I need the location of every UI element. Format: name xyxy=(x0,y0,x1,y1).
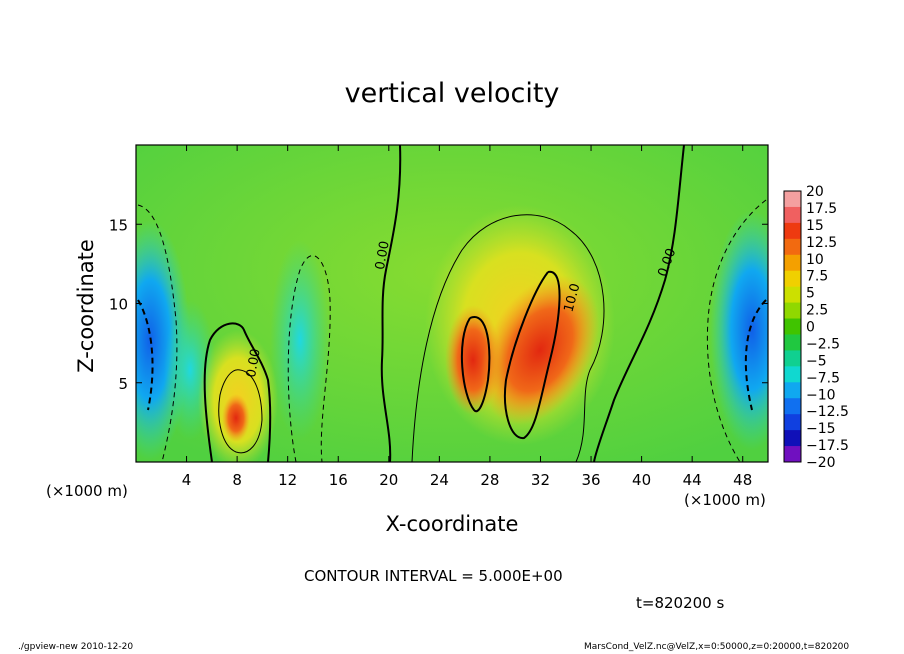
colorbar-swatch xyxy=(784,254,801,272)
colorbar-label: −17.5 xyxy=(806,438,849,454)
x-unit-right: (×1000 m) xyxy=(684,491,766,509)
y-tick-label: 10 xyxy=(109,296,128,314)
x-tick-label: 28 xyxy=(480,471,499,489)
time-label: t=820200 s xyxy=(636,594,725,612)
x-tick-label: 16 xyxy=(329,471,348,489)
colorbar-swatch xyxy=(784,350,801,367)
colorbar-label: 7.5 xyxy=(806,269,828,285)
colorbar-swatch xyxy=(784,270,801,288)
colorbar-swatch xyxy=(784,238,801,256)
colorbar-label: −12.5 xyxy=(806,404,849,420)
right-downdraft-region xyxy=(710,210,768,450)
colorbar-swatch xyxy=(784,430,801,447)
x-tick-label: 32 xyxy=(531,471,550,489)
zero-contour-right xyxy=(593,145,685,462)
colorbar-swatch xyxy=(784,302,801,320)
x-tick-label: 36 xyxy=(581,471,600,489)
y-axis-label: Z-coordinate xyxy=(74,239,98,373)
colorbar-label: 12.5 xyxy=(806,235,837,251)
colorbar-swatch xyxy=(784,366,801,383)
colorbar-swatch xyxy=(784,382,801,399)
colorbar-swatch xyxy=(784,206,801,224)
colorbar-label: 10 xyxy=(806,252,824,268)
colorbar-swatch xyxy=(784,398,801,415)
x-tick-label: 20 xyxy=(379,471,398,489)
contour-label: 10.0 xyxy=(562,282,584,314)
x-tick-label: 40 xyxy=(632,471,651,489)
colorbar-swatch xyxy=(784,286,801,304)
x-unit-left: (×1000 m) xyxy=(46,482,128,500)
x-tick-label: 24 xyxy=(430,471,449,489)
colorbar-label: 2.5 xyxy=(806,303,828,319)
velocity-field xyxy=(136,145,768,462)
colorbar-frame xyxy=(783,190,802,463)
colorbar-label: 20 xyxy=(806,184,824,200)
colorbar-label: −5 xyxy=(806,353,827,369)
footer-right: MarsCond_VelZ.nc@VelZ,x=0:50000,z=0:2000… xyxy=(584,642,850,652)
colorbar-label: 0 xyxy=(806,320,815,336)
colorbar-label: −10 xyxy=(806,387,836,403)
x-tick-label: 8 xyxy=(232,471,242,489)
x-axis-ticks: 4 8 12 16 20 24 28 32 36 40 44 48 xyxy=(182,145,752,489)
x-tick-label: 4 xyxy=(182,471,192,489)
colorbar-label: 5 xyxy=(806,286,815,302)
zero-contour-left xyxy=(380,145,402,462)
colorbar-label: 15 xyxy=(806,218,824,234)
colorbar: 2017.51512.5107.552.50−2.5−5−7.5−10−12.5… xyxy=(783,184,849,471)
colorbar-label: −2.5 xyxy=(806,336,840,352)
colorbar-swatch xyxy=(784,191,801,208)
chart-title: vertical velocity xyxy=(344,78,560,109)
x-axis-label: X-coordinate xyxy=(385,512,519,536)
footer-left: ./gpview-new 2010-12-20 xyxy=(18,642,134,652)
colorbar-swatch xyxy=(784,222,801,240)
x-tick-label: 44 xyxy=(683,471,702,489)
y-tick-label: 5 xyxy=(118,375,128,393)
colorbar-swatch xyxy=(784,318,801,335)
y-axis-ticks: 5 10 15 xyxy=(109,216,768,393)
contour-interval: CONTOUR INTERVAL = 5.000E+00 xyxy=(304,567,563,585)
colorbar-swatch xyxy=(784,414,801,431)
colorbar-label: −15 xyxy=(806,421,836,437)
colorbar-swatch xyxy=(784,446,801,463)
colorbar-label: −7.5 xyxy=(806,370,840,386)
x-tick-label: 12 xyxy=(278,471,297,489)
contour-lines xyxy=(137,145,767,462)
x-tick-label: 48 xyxy=(733,471,752,489)
contour-label: 0.00 xyxy=(373,240,393,271)
colorbar-label: 17.5 xyxy=(806,201,837,217)
contour-label: 0.00 xyxy=(244,348,264,379)
colorbar-swatch xyxy=(784,334,801,351)
y-tick-label: 15 xyxy=(109,216,128,234)
colorbar-label: −20 xyxy=(806,455,836,471)
